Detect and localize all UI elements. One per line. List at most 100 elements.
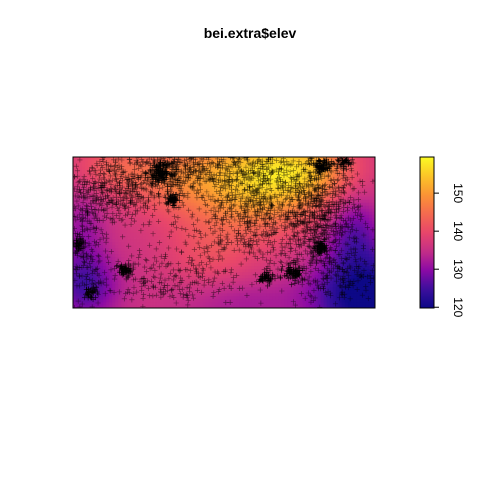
heatmap-cell [91,229,95,233]
heatmap-cell [118,226,122,230]
heatmap-cell [121,298,125,303]
heatmap-cell [236,250,240,255]
heatmap-cell [329,166,334,170]
heatmap-cell [263,256,267,261]
heatmap-cell [109,172,113,176]
heatmap-cell [236,232,240,236]
heatmap-cell [124,166,128,170]
heatmap-cell [260,220,264,224]
heatmap-cell [79,226,83,230]
heatmap-cell [118,172,122,176]
heatmap-cell [202,244,207,248]
heatmap-cell [263,208,267,212]
heatmap-cell [112,196,116,200]
heatmap-cell [121,247,125,252]
heatmap-cell [199,286,204,291]
heatmap-cell [287,250,291,255]
heatmap-cell [365,256,370,261]
heatmap-cell [233,208,237,212]
heatmap-cell [184,181,189,185]
heatmap-cell [245,223,249,227]
heatmap-cell [127,262,131,267]
heatmap-cell [181,262,186,267]
heatmap-cell [362,226,367,230]
heatmap-cell [85,238,89,242]
heatmap-cell [245,229,249,233]
heatmap-cell [124,184,128,188]
heatmap-cell [344,172,349,176]
heatmap-cell [371,253,376,258]
heatmap-cell [302,289,306,294]
heatmap-cell [214,208,219,212]
heatmap-cell [365,253,370,258]
heatmap-cell [163,229,168,233]
heatmap-cell [251,226,255,230]
heatmap-cell [127,226,131,230]
heatmap-cell [160,265,164,270]
heatmap-cell [76,262,80,267]
heatmap-cell [338,250,343,255]
heatmap-cell [281,238,285,242]
heatmap-cell [356,265,361,270]
heatmap-cell [344,217,349,221]
heatmap-cell [133,244,137,248]
heatmap-cell [263,163,267,167]
heatmap-cell [287,292,291,297]
heatmap-cell [139,238,143,242]
heatmap-cell [115,157,119,161]
heatmap-cell [353,271,358,276]
heatmap-cell [236,256,240,261]
heatmap-cell [338,208,343,212]
heatmap-cell [224,160,228,164]
heatmap-cell [272,181,276,185]
heatmap-cell [371,223,376,227]
heatmap-cell [148,283,152,288]
heatmap-cell [205,229,210,233]
heatmap-cell [187,292,192,297]
heatmap-cell [127,217,131,221]
heatmap-cell [202,295,207,300]
heatmap-cell [208,265,213,270]
heatmap-cell [368,196,373,200]
heatmap-cell [236,283,240,288]
heatmap-cell [154,253,158,258]
heatmap-cell [139,157,143,161]
heatmap-cell [148,259,152,264]
heatmap-cell [284,265,288,270]
heatmap-cell [79,235,83,239]
heatmap-cell [233,274,237,279]
heatmap-cell [109,178,113,182]
heatmap-cell [368,256,373,261]
heatmap-cell [124,238,128,242]
heatmap-cell [332,268,337,273]
heatmap-cell [287,283,291,288]
heatmap-cell [97,241,101,245]
heatmap-cell [362,199,367,203]
heatmap-cell [275,199,279,203]
heatmap-cell [260,265,264,270]
heatmap-cell [193,301,198,306]
heatmap-cell [85,199,89,203]
heatmap-cell [233,268,237,273]
heatmap-cell [356,214,361,218]
heatmap-cell [320,229,325,233]
heatmap-cell [254,277,258,282]
heatmap-cell [82,157,86,161]
heatmap-cell [275,283,279,288]
heatmap-cell [91,190,95,194]
heatmap-cell [311,274,315,279]
heatmap-cell [314,274,319,279]
heatmap-cell [220,208,225,212]
heatmap-cell [314,181,319,185]
heatmap-cell [166,295,171,300]
heatmap-cell [136,274,140,279]
heatmap-cell [320,202,325,206]
heatmap-cell [362,286,367,291]
heatmap-cell [106,220,110,224]
heatmap-cell [272,256,276,261]
heatmap-cell [338,301,343,306]
heatmap-cell [127,175,131,179]
heatmap-cell [82,190,86,194]
heatmap-cell [82,220,86,224]
heatmap-cell [254,301,258,306]
